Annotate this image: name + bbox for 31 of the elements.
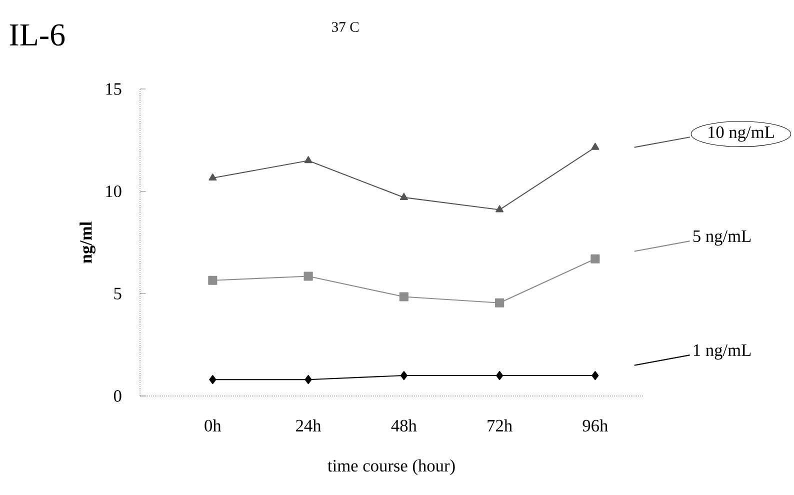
- point: [495, 298, 504, 308]
- point: [400, 370, 408, 380]
- point: [590, 254, 600, 264]
- point: [496, 205, 504, 212]
- point: [208, 276, 218, 285]
- x-tick-label: 72h: [488, 419, 512, 432]
- y-tick-label: 5: [114, 288, 122, 300]
- legend-label: 1 ng/mL: [694, 344, 751, 360]
- point: [399, 292, 408, 302]
- point: [400, 192, 408, 200]
- point: [592, 370, 599, 380]
- y-axis-title: ng/ml: [80, 222, 96, 264]
- chart-title: IL-6: [10, 24, 65, 46]
- point: [304, 156, 312, 164]
- point: [304, 375, 312, 384]
- chart-subtitle: 37 C: [332, 22, 359, 32]
- point: [304, 272, 313, 281]
- point: [496, 370, 504, 380]
- y-tick-label: 15: [106, 83, 122, 95]
- y-tick-label: 0: [114, 390, 122, 402]
- point: [209, 375, 216, 384]
- x-tick-label: 96h: [582, 419, 608, 432]
- point: [591, 142, 600, 150]
- x-tick-label: 0h: [204, 419, 222, 432]
- y-tick-label: 10: [106, 185, 122, 198]
- x-tick-label: 48h: [391, 419, 417, 432]
- point: [208, 173, 217, 181]
- legend-label: 5 ng/mL: [693, 230, 751, 246]
- x-tick-label: 24h: [296, 419, 322, 432]
- x-axis-title: time course (hour): [328, 459, 455, 476]
- legend-label: 10 ng/mL: [708, 126, 774, 142]
